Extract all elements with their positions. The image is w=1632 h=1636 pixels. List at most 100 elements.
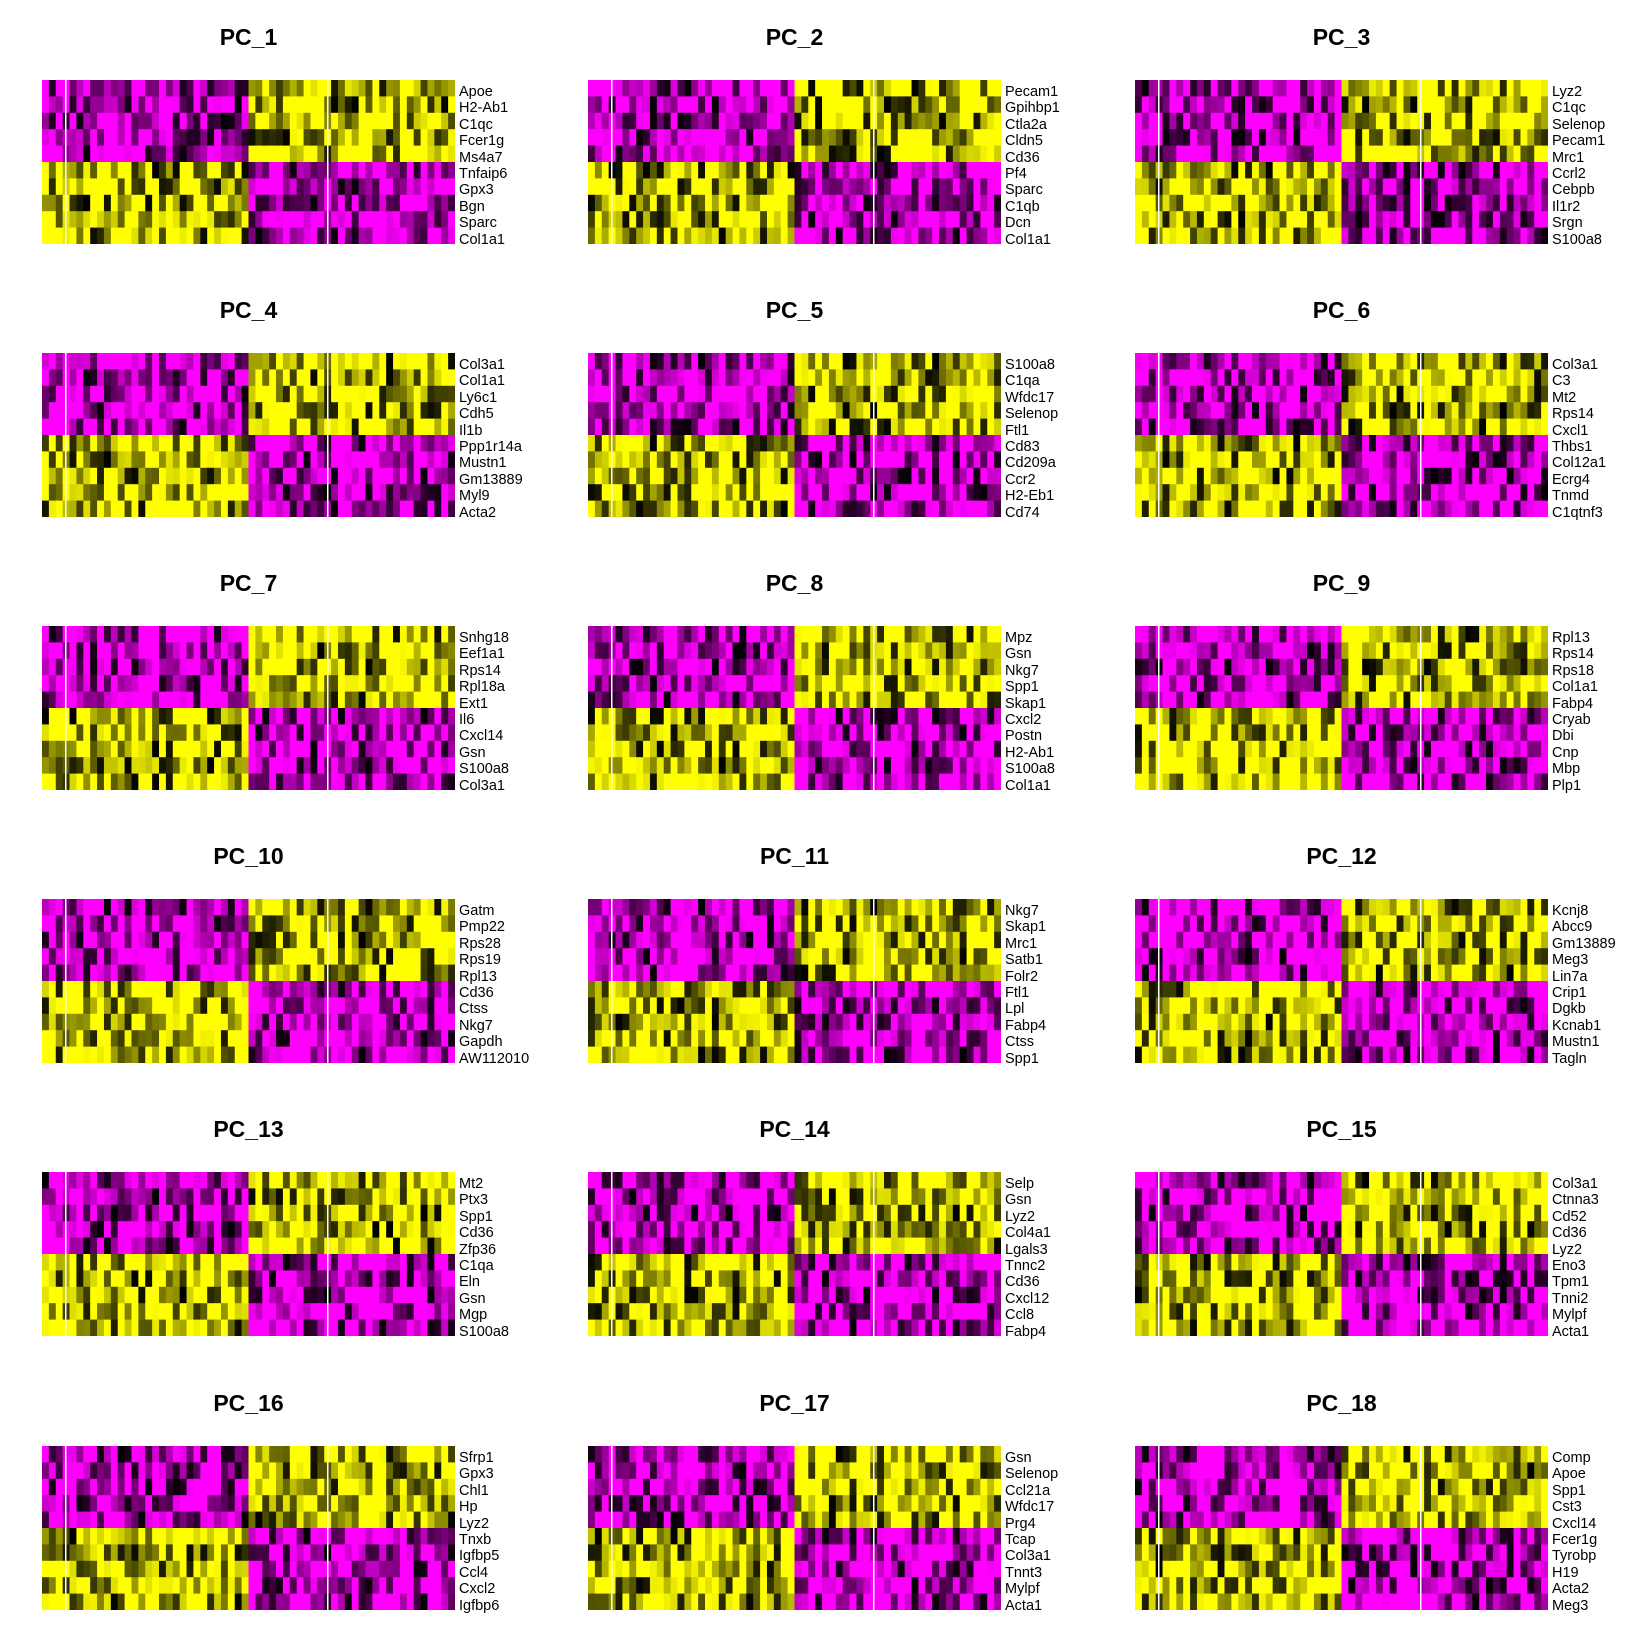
heatmap-cell [1197,162,1204,179]
heatmap-cell [407,178,414,195]
heatmap-cell [1176,435,1183,452]
heatmap-cell [276,501,283,517]
heatmap-cell [815,501,822,517]
heatmap-cell [1176,402,1183,419]
heatmap-cell [636,435,643,452]
heatmap-cell [973,675,980,692]
heatmap-cell [1514,129,1521,146]
heatmap-cell [622,80,629,97]
heatmap-cell [1514,80,1521,97]
heatmap-cell [1142,211,1149,228]
heatmap-cell [352,659,359,676]
heatmap-cell [70,435,77,452]
heatmap-cell [595,402,602,419]
heatmap-cell [643,692,650,709]
heatmap-cell [967,708,974,725]
heatmap-cell [235,451,242,468]
heatmap-cell [159,659,166,676]
heatmap-cell [1486,178,1493,195]
heatmap-cell [905,642,912,659]
heatmap-cell [774,692,781,709]
heatmap-cell [379,80,386,97]
heatmap-cell [801,386,808,403]
heatmap-cell [595,724,602,741]
heatmap-cell [317,468,324,485]
heatmap-cell [97,419,104,436]
heatmap-cell [863,402,870,419]
heatmap-cell [70,195,77,212]
gene-label: Col3a1 [1552,357,1632,373]
heatmap-cell [994,129,1001,146]
heatmap-cell [836,178,843,195]
heatmap-cell [1527,419,1534,436]
heatmap-cell [801,178,808,195]
heatmap-cell [629,129,636,146]
heatmap-cell [905,211,912,228]
heatmap-cell [891,659,898,676]
heatmap-cell [276,757,283,774]
heatmap-cell [1410,435,1417,452]
heatmap-cell [657,228,664,244]
heatmap-cell [145,113,152,130]
heatmap-cell [925,402,932,419]
heatmap-cell [643,757,650,774]
heatmap-cell [1383,484,1390,501]
heatmap-cell [1273,162,1280,179]
heatmap-cell [994,757,1001,774]
heatmap-cell [173,724,180,741]
heatmap-cell [1211,435,1218,452]
heatmap-cell [1190,146,1197,163]
heatmap-cell [338,757,345,774]
heatmap-cell [650,708,657,725]
heatmap-cell [657,724,664,741]
heatmap-cell [726,626,733,643]
heatmap-cell [643,402,650,419]
heatmap-cell [843,659,850,676]
panel-title: PC_8 [588,570,1001,597]
heatmap-cell [228,129,235,146]
heatmap-cell [691,468,698,485]
heatmap-cell [400,774,407,790]
heatmap-cell [187,757,194,774]
heatmap-cell [97,692,104,709]
heatmap-cell [1183,96,1190,113]
heatmap-cell [138,451,145,468]
heatmap-cell [1520,501,1527,517]
heatmap-cell [1342,419,1349,436]
heatmap-cell [1314,228,1321,244]
heatmap-cell [386,96,393,113]
heatmap-cell [76,675,83,692]
heatmap-cell [407,96,414,113]
heatmap-cell [1204,129,1211,146]
heatmap-cell [698,757,705,774]
heatmap-cell [427,692,434,709]
heatmap-cell [1342,501,1349,517]
heatmap-cell [159,211,166,228]
heatmap-cell [434,195,441,212]
heatmap-cell [1190,162,1197,179]
heatmap-cell [1390,129,1397,146]
heatmap-cell [249,659,256,676]
heatmap-cell [379,195,386,212]
heatmap-cell [1465,195,1472,212]
heatmap-cell [193,468,200,485]
heatmap-cell [338,675,345,692]
heatmap-cell [856,162,863,179]
heatmap-cell [145,195,152,212]
heatmap-cell [912,692,919,709]
heatmap-cell [1280,195,1287,212]
heatmap-cell [719,675,726,692]
heatmap-cell [1190,369,1197,386]
heatmap-cell [1224,419,1231,436]
heatmap-cell [1348,369,1355,386]
heatmap-cell [1273,113,1280,130]
heatmap-cell [1142,353,1149,370]
heatmap-cell [1514,96,1521,113]
heatmap-cell [228,162,235,179]
heatmap-cell [427,435,434,452]
heatmap-cell [1142,419,1149,436]
heatmap-cell [283,113,290,130]
heatmap-cell [629,386,636,403]
heatmap-cell [636,113,643,130]
heatmap-cell [131,129,138,146]
